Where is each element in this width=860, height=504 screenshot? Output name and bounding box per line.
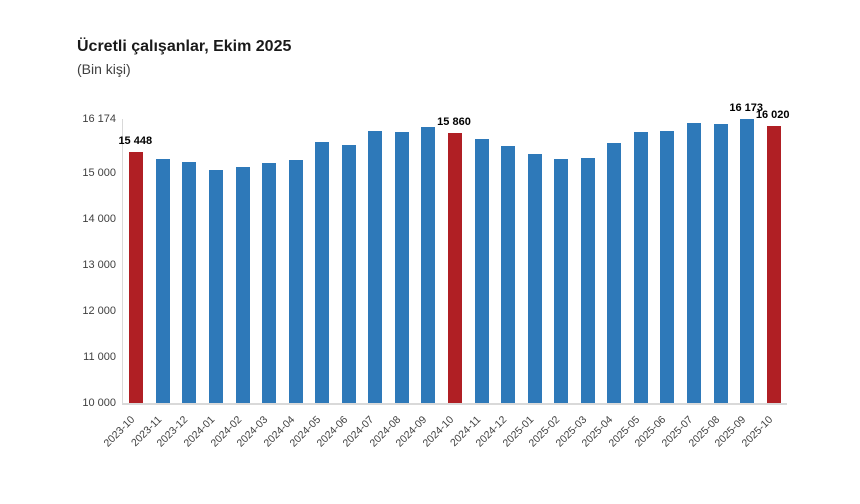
bar-value-label: 16 020 [755,109,790,122]
bar-2025-09 [740,119,755,403]
bar-2024-02 [235,167,250,403]
bar-2023-11 [155,158,170,403]
bar-value-label: 16 173 [729,102,763,115]
y-axis-label: 15 000 [82,167,116,179]
chart-title: Ücretli çalışanlar, Ekim 2025 [77,38,292,55]
bar-2025-04 [607,142,622,403]
bar-2024-06 [341,145,356,403]
y-axis-label: 12 000 [82,305,116,317]
bar-2024-08 [394,131,409,403]
y-axis-label: 13 000 [82,259,116,271]
y-axis-label: 16 174 [82,113,116,125]
bar-2025-02 [554,159,569,403]
bar-2025-07 [687,122,702,403]
bar-2025-06 [660,130,675,403]
bar-value-label: 15 448 [118,135,153,148]
bar-2024-07 [368,130,383,403]
bar-2024-01 [208,170,223,403]
y-axis-label: 11 000 [83,351,116,363]
bar-value-label: 15 860 [437,116,471,129]
bar-2023-10 [129,152,144,403]
y-axis-label: 10 000 [82,397,116,409]
y-axis-label: 14 000 [82,213,116,225]
bar-2024-12 [501,146,516,403]
bar-2023-12 [182,161,197,403]
bar-2024-05 [315,141,330,403]
bar-2025-10 [766,126,781,403]
bar-2024-09 [421,127,436,403]
bar-2024-03 [262,163,277,403]
bar-2024-10 [448,133,462,403]
bar-2025-03 [580,157,595,403]
plot-area [122,119,787,405]
bar-2024-11 [474,139,489,403]
bar-2024-04 [288,160,303,403]
bar-2025-05 [633,132,648,403]
bar-2025-08 [713,123,728,403]
chart-subtitle: (Bin kişi) [77,61,131,77]
bar-2025-01 [527,154,542,403]
